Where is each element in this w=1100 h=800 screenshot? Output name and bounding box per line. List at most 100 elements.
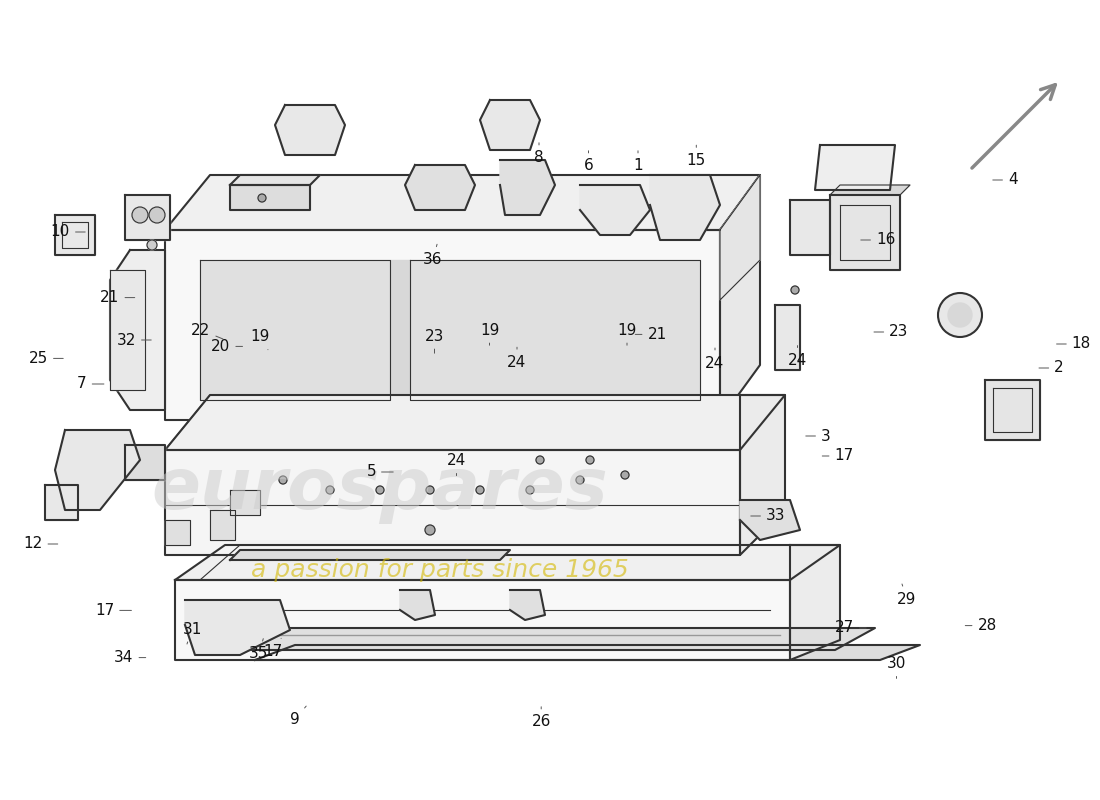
Text: 24: 24 [507, 347, 527, 370]
Circle shape [938, 293, 982, 337]
Circle shape [476, 486, 484, 494]
Circle shape [526, 486, 534, 494]
Polygon shape [165, 175, 760, 230]
Circle shape [536, 456, 544, 464]
Polygon shape [110, 250, 165, 410]
Text: 24: 24 [705, 348, 725, 370]
Polygon shape [165, 395, 785, 450]
Text: 19: 19 [250, 330, 270, 350]
Polygon shape [165, 450, 740, 555]
Circle shape [425, 525, 435, 535]
Text: 17: 17 [263, 638, 283, 658]
Text: 18: 18 [1057, 337, 1091, 351]
Text: 21: 21 [100, 290, 134, 305]
Polygon shape [165, 520, 190, 545]
Polygon shape [125, 445, 165, 480]
Text: 25: 25 [29, 351, 63, 366]
Polygon shape [740, 500, 800, 540]
Text: 24: 24 [788, 346, 807, 368]
Text: eurospares: eurospares [152, 455, 608, 525]
Circle shape [279, 476, 287, 484]
Polygon shape [255, 645, 920, 660]
Polygon shape [185, 600, 290, 655]
Text: 6: 6 [584, 150, 593, 174]
Circle shape [258, 194, 266, 202]
Text: 31: 31 [183, 622, 201, 644]
Text: 34: 34 [114, 650, 145, 665]
Polygon shape [830, 185, 910, 195]
Text: 16: 16 [861, 233, 895, 247]
Text: 9: 9 [290, 706, 306, 726]
Polygon shape [580, 185, 650, 235]
Text: 26: 26 [531, 706, 551, 730]
Polygon shape [400, 590, 434, 620]
Polygon shape [390, 260, 410, 400]
Text: 30: 30 [887, 656, 906, 678]
Text: 20: 20 [211, 339, 242, 354]
Polygon shape [230, 175, 320, 185]
Text: 36: 36 [424, 244, 442, 267]
Text: 5: 5 [366, 465, 393, 479]
Polygon shape [720, 175, 760, 420]
Polygon shape [405, 165, 475, 210]
Polygon shape [200, 260, 390, 400]
Polygon shape [125, 195, 170, 240]
Text: 28: 28 [966, 618, 997, 633]
Text: 2: 2 [1040, 361, 1064, 375]
Text: 1: 1 [634, 150, 642, 174]
Circle shape [586, 456, 594, 464]
Polygon shape [720, 175, 760, 300]
Polygon shape [45, 485, 78, 520]
Polygon shape [740, 395, 785, 555]
Polygon shape [165, 230, 720, 420]
Polygon shape [230, 185, 310, 210]
Circle shape [621, 471, 629, 479]
Text: 27: 27 [835, 621, 866, 635]
Text: 33: 33 [751, 509, 785, 523]
Text: 24: 24 [447, 453, 466, 476]
Polygon shape [815, 145, 895, 190]
Circle shape [576, 476, 584, 484]
Text: 21: 21 [636, 327, 667, 342]
Circle shape [791, 286, 799, 294]
Text: 7: 7 [77, 377, 103, 391]
Polygon shape [500, 160, 556, 215]
Polygon shape [110, 270, 145, 390]
Circle shape [148, 207, 165, 223]
Text: 23: 23 [425, 329, 444, 354]
Text: 17: 17 [823, 449, 854, 463]
Polygon shape [650, 175, 721, 240]
Text: 19: 19 [617, 322, 637, 346]
Polygon shape [410, 260, 700, 400]
Text: 29: 29 [898, 584, 916, 606]
Text: 8: 8 [535, 142, 543, 166]
Text: 4: 4 [993, 173, 1018, 187]
Text: a passion for parts since 1965: a passion for parts since 1965 [251, 558, 629, 582]
Polygon shape [230, 490, 260, 515]
Polygon shape [55, 430, 140, 510]
Polygon shape [776, 305, 800, 370]
Polygon shape [55, 215, 95, 255]
Circle shape [132, 207, 148, 223]
Polygon shape [510, 590, 544, 620]
Polygon shape [984, 380, 1040, 440]
Polygon shape [175, 580, 790, 660]
Polygon shape [830, 195, 900, 270]
Polygon shape [480, 100, 540, 150]
Polygon shape [790, 200, 830, 255]
Text: 10: 10 [51, 225, 85, 239]
Circle shape [326, 486, 334, 494]
Polygon shape [214, 628, 875, 650]
Circle shape [147, 240, 157, 250]
Polygon shape [210, 510, 235, 540]
Text: 17: 17 [95, 603, 131, 618]
Text: 15: 15 [686, 145, 706, 168]
Circle shape [376, 486, 384, 494]
Text: 32: 32 [117, 333, 151, 347]
Circle shape [426, 486, 434, 494]
Polygon shape [175, 545, 840, 580]
Polygon shape [230, 550, 510, 560]
Text: 23: 23 [874, 325, 909, 339]
Polygon shape [275, 105, 345, 155]
Polygon shape [790, 545, 840, 660]
